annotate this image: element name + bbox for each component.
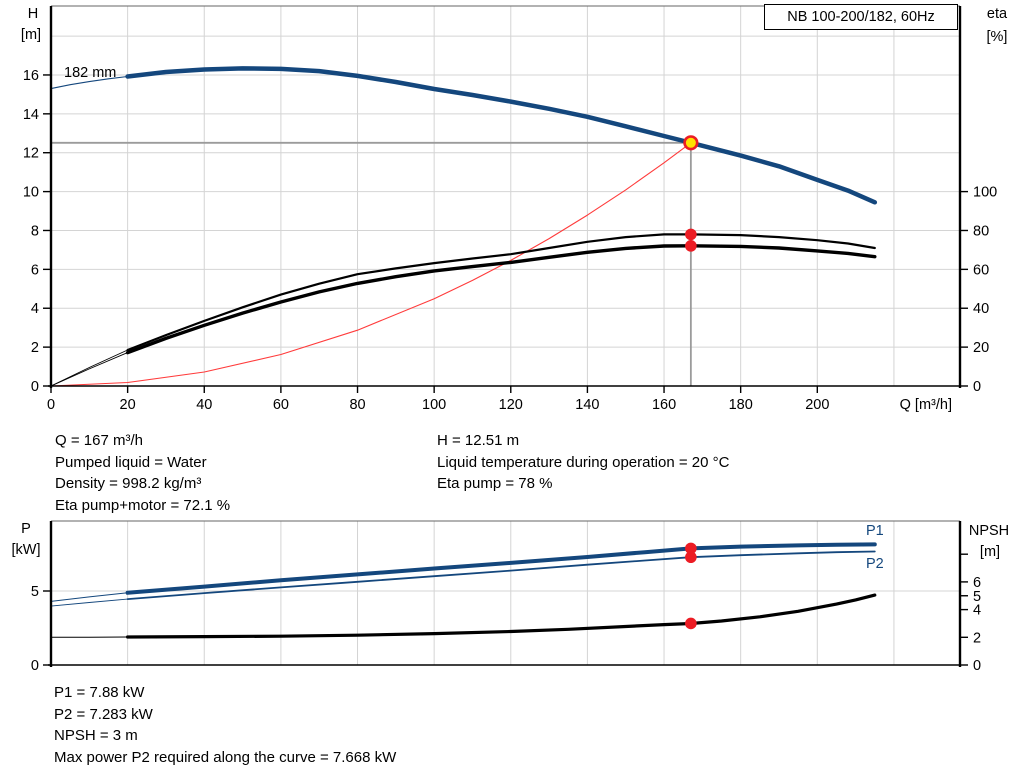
q-tick-label: 100 [422, 397, 446, 413]
npsh-axis-title-unit: [m] [980, 544, 1000, 560]
h-tick-label: 14 [23, 107, 39, 123]
p2-curve-thin [50, 598, 129, 607]
eta-tick-label: 40 [973, 301, 989, 317]
q-tick-label: 80 [349, 397, 365, 413]
h-axis-title-unit: [m] [21, 27, 41, 43]
power-duty-dot [685, 542, 697, 555]
eta-tick-label: 60 [973, 262, 989, 278]
p-axis-title: P [21, 521, 31, 537]
p-tick-label: 5 [31, 584, 39, 600]
q-tick-label: 60 [273, 397, 289, 413]
npsh-tick-label: 2 [973, 630, 981, 646]
info-line-q: Q = 167 m³/h [55, 432, 143, 449]
duty-info-left-column: Q = 167 m³/h Pumped liquid = Water Densi… [55, 430, 230, 517]
npsh-tick-label: 5 [973, 589, 981, 605]
info-line-pumped-liquid: Pumped liquid = Water [55, 453, 207, 471]
p1-curve-thin [50, 592, 129, 602]
info-line-eta-pump: Eta pump = 78 % [437, 475, 553, 493]
h-tick-label: 16 [23, 68, 39, 84]
eta-duty-dot [685, 240, 697, 252]
curve-title-box: NB 100-200/182, 60Hz [764, 4, 958, 30]
impeller-diameter-label: 182 mm [64, 65, 116, 81]
info-line-max-power: Max power P2 required along the curve = … [54, 749, 397, 767]
p1-curve [125, 542, 877, 595]
npsh-tick-label: 0 [973, 658, 981, 674]
npsh-axis-title: NPSH [969, 523, 1009, 539]
eta-tick-label: 100 [973, 185, 997, 201]
h-tick-label: 6 [31, 262, 39, 278]
h-tick-label: 8 [31, 223, 39, 239]
curve-title: NB 100-200/182, 60Hz [787, 9, 935, 25]
eta-tick-label: 0 [973, 379, 981, 395]
eta-tick-label: 20 [973, 340, 989, 356]
p2-curve-label: P2 [866, 556, 884, 572]
info-line-p1: P1 = 7.88 kW [54, 684, 145, 701]
duty-info-right-column: H = 12.51 m Liquid temperature during op… [437, 430, 729, 495]
info-line-eta-pump-motor: Eta pump+motor = 72.1 % [55, 497, 231, 515]
h-tick-label: 10 [23, 185, 39, 201]
q-tick-label: 20 [120, 397, 136, 413]
h-tick-label: 12 [23, 146, 39, 162]
eta-tick-label: 80 [973, 223, 989, 239]
info-line-density: Density = 998.2 kg/m³ [55, 475, 202, 493]
eta-axis-title-unit: [%] [987, 29, 1008, 45]
eta-pump-curve [126, 233, 876, 352]
power-info-column: P1 = 7.88 kW P2 = 7.283 kW NPSH = 3 m Ma… [54, 682, 396, 769]
info-line-npsh: NPSH = 3 m [54, 727, 138, 745]
npsh-tick-label: 6 [973, 575, 981, 591]
power-duty-dot [685, 551, 697, 564]
q-tick-label: 200 [805, 397, 829, 413]
duty-point-marker [683, 135, 699, 151]
system-curve [50, 142, 692, 387]
info-line-h: H = 12.51 m [437, 432, 520, 449]
eta-pump-motor-curve [125, 244, 877, 355]
p1-curve-label: P1 [866, 523, 884, 539]
head-curve-182mm-thin [50, 75, 129, 90]
eta-axis-title: eta [987, 6, 1008, 22]
eta-pump-motor-curve-thin [50, 352, 129, 387]
q-tick-label: 40 [196, 397, 212, 413]
npsh-curve [125, 593, 877, 639]
eta-duty-dot [685, 228, 697, 241]
h-tick-label: 4 [31, 301, 39, 317]
h-axis-title: H [28, 6, 38, 22]
info-line-liquid-temperature: Liquid temperature during operation = 20… [437, 453, 730, 471]
q-axis-title: Q [m³/h] [900, 397, 952, 413]
p-axis-title-unit: [kW] [12, 542, 41, 558]
head-curve-182mm [125, 66, 878, 205]
info-line-p2: P2 = 7.283 kW [54, 705, 153, 723]
q-tick-label: 160 [652, 397, 676, 413]
h-tick-label: 0 [31, 379, 39, 395]
q-tick-label: 120 [499, 397, 523, 413]
q-tick-label: 180 [729, 397, 753, 413]
h-tick-label: 2 [31, 340, 39, 356]
p2-curve [126, 550, 876, 600]
q-tick-label: 140 [575, 397, 599, 413]
npsh-tick-label: 4 [973, 603, 981, 619]
power-duty-dot [685, 617, 697, 630]
p-tick-label: 0 [31, 658, 39, 674]
q-tick-label: 0 [47, 397, 55, 413]
